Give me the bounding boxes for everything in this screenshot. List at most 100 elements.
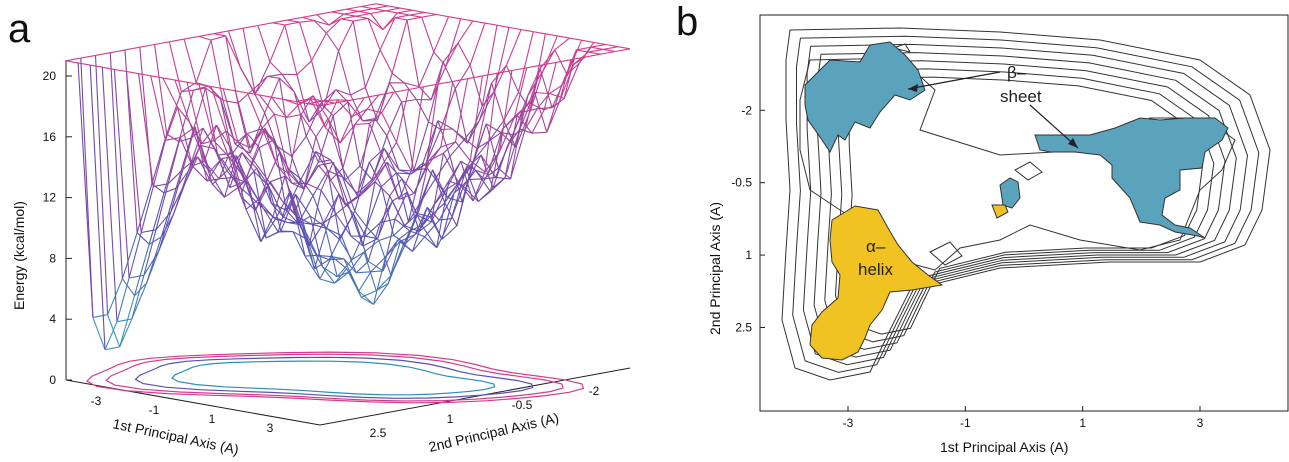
surface-wire-segment: [327, 118, 341, 144]
surface-wire-segment: [271, 96, 287, 118]
surface-wire-segment: [303, 136, 317, 189]
panel-a-x-tick-label: 3: [267, 421, 274, 435]
surface-wire-segment: [508, 26, 522, 31]
surface-wire-segment: [366, 186, 383, 228]
surface-wire-segment: [354, 108, 368, 125]
surface-wire-segment: [448, 16, 461, 20]
surface-wire-segment: [346, 268, 362, 298]
surface-wire-segment: [467, 75, 483, 80]
surface-wire-segment: [276, 165, 293, 184]
panel-a-y-ticks: 2.5 1 -0.5 -2: [370, 384, 600, 440]
surface-wire-segment: [359, 181, 376, 197]
surface-wire-segment: [412, 9, 425, 13]
surface-wire-segment: [549, 92, 565, 99]
surface-wire-segment: [242, 28, 256, 94]
surface-wire-segment: [370, 256, 386, 273]
surface-wire-segment: [482, 72, 498, 77]
surface-wire-segment: [306, 182, 322, 191]
surface-wire-segment: [397, 230, 411, 241]
z-ticks: 0 4 8 12 16 20: [43, 69, 72, 387]
surface-wire-segment: [267, 73, 283, 77]
surface-wire-segment: [300, 151, 317, 180]
surface-wire-segment: [421, 225, 438, 249]
surface-wire-segment: [366, 94, 380, 110]
surface-wire-segment: [367, 260, 384, 272]
surface-wire-segment: [445, 160, 462, 190]
surface-wire-segment: [133, 244, 150, 296]
surface-wire-segment: [353, 17, 369, 22]
surface-wire-segment: [430, 153, 444, 223]
surface-wire-segment: [355, 12, 371, 17]
surface-wire-segment: [445, 181, 459, 191]
surface-wire-segment: [531, 131, 547, 134]
surface-wire-segment: [422, 162, 436, 180]
surface-wire-segment: [219, 98, 234, 154]
surface-wire-segment: [158, 214, 174, 252]
panel-a-letter: a: [8, 7, 31, 51]
surface-wire-segment: [342, 124, 356, 169]
contour-line: [813, 52, 1237, 358]
surface-wire-segment: [339, 116, 353, 144]
surface-wire-segment: [141, 229, 157, 234]
surface-wire-segment: [539, 49, 556, 70]
surface-wire-segment: [128, 232, 142, 279]
surface-wire-segment: [539, 68, 553, 108]
surface-wire-segment: [165, 137, 181, 141]
panel-a-x-tick-label: -1: [149, 403, 160, 417]
surface-wire-segment: [454, 64, 471, 89]
surface-wire-segment: [276, 145, 292, 157]
surface-wire-segment: [526, 64, 542, 69]
alpha-helix-small-patch: [991, 204, 1009, 219]
surface-wire-segment: [291, 182, 305, 190]
panel-a-x-tick-label: 1: [209, 412, 216, 426]
surface-wire-segment: [454, 78, 469, 143]
surface-wire-segment: [311, 223, 327, 229]
surface-wire-segment: [438, 80, 453, 85]
surface-wire-segment: [381, 112, 397, 143]
surface-wire-segment: [293, 91, 307, 137]
surface-wire-segment: [406, 192, 420, 232]
surface-wire-segment: [428, 121, 441, 130]
surface-wire-segment: [581, 39, 594, 43]
surface-wire-segment: [264, 127, 281, 153]
surface-wire-segment: [382, 12, 398, 30]
base-contour-line: [85, 351, 585, 404]
surface-wire-segment: [522, 92, 536, 113]
z-tick-label: 20: [43, 69, 57, 83]
surface-wire-segment: [218, 148, 232, 180]
surface-wire-segment: [261, 127, 278, 166]
surface-wire-segment: [491, 82, 505, 121]
surface-wire-segment: [417, 169, 434, 214]
surface-wire-segment: [350, 87, 366, 96]
surface-wire-segment: [299, 221, 312, 225]
surface-wire-segment: [358, 10, 371, 15]
surface-wire-segment: [237, 141, 251, 149]
surface-wire-segment: [283, 98, 299, 106]
surface-wire-segment: [316, 11, 332, 16]
surface-wire-segment: [365, 235, 378, 240]
surface-wire-segment: [332, 101, 349, 117]
surface-wire-segment: [219, 176, 234, 180]
surface-wire-segment: [464, 138, 478, 149]
surface-wire-segment: [176, 106, 193, 167]
surface-wire-segment: [225, 130, 239, 143]
surface-wire-segment: [341, 15, 356, 20]
surface-wire-segment: [475, 169, 491, 192]
floor-edge-right: [319, 367, 631, 426]
surface-wire-segment: [338, 20, 354, 51]
surface-wire-segment: [476, 82, 493, 149]
surface-wire-segment: [335, 213, 352, 237]
surface-wire-segment: [529, 102, 545, 111]
surface-wire-segment: [511, 67, 527, 72]
beta-sheet-region-3: [999, 177, 1021, 209]
surface-wire-segment: [406, 19, 420, 87]
panel-a-y-tick-label: -0.5: [512, 398, 533, 412]
surface-wire-segment: [329, 258, 345, 261]
surface-wire-segment: [514, 102, 530, 118]
surface-wire-segment: [484, 150, 501, 173]
surface-wire-segment: [345, 195, 361, 206]
surface-wire-segment: [323, 213, 337, 224]
surface-wire-segment: [252, 128, 266, 160]
surface-wire-segment: [302, 14, 318, 18]
surface-wire-segment: [395, 172, 409, 222]
